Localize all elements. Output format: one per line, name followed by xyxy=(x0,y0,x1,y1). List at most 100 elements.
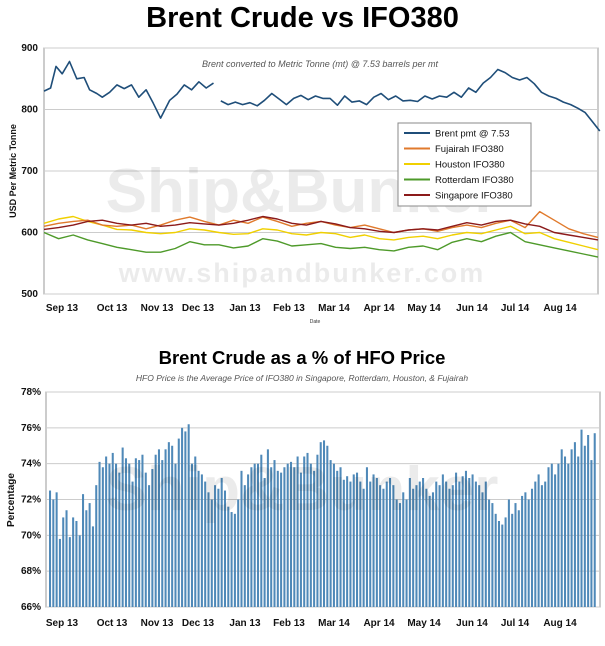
x-tick-label: Jan 13 xyxy=(229,303,261,314)
bar xyxy=(207,492,210,607)
bar xyxy=(68,537,71,607)
bar xyxy=(72,517,75,607)
bar xyxy=(408,478,411,607)
x-tick-label: Dec 13 xyxy=(182,618,215,629)
bar xyxy=(98,461,101,607)
x-tick-label: May 14 xyxy=(407,618,441,629)
bar xyxy=(230,512,233,607)
bar xyxy=(455,472,458,608)
bar xyxy=(580,429,583,607)
bar xyxy=(210,499,213,607)
bar xyxy=(530,488,534,607)
chart2-subtitle: HFO Price is the Average Price of IFO380… xyxy=(136,373,468,383)
bar xyxy=(164,449,167,607)
bar xyxy=(115,463,118,607)
bar xyxy=(91,526,94,608)
legend-label: Brent pmt @ 7.53 xyxy=(435,129,510,140)
bar xyxy=(339,467,342,607)
bar xyxy=(346,476,349,607)
series-line-brent-segment xyxy=(220,68,601,132)
bar xyxy=(131,481,134,607)
y-tick-label: 72% xyxy=(21,495,41,506)
bar xyxy=(524,492,527,607)
series-line-houston xyxy=(43,215,599,251)
bar xyxy=(319,442,322,607)
bar xyxy=(461,476,464,607)
bar xyxy=(570,449,573,607)
bar xyxy=(481,492,484,607)
bar xyxy=(250,467,253,607)
bar xyxy=(75,521,78,607)
bar xyxy=(148,485,151,607)
bar xyxy=(464,470,467,607)
bar xyxy=(448,488,451,607)
bar xyxy=(280,472,283,608)
bar xyxy=(82,494,85,607)
bar xyxy=(554,474,557,607)
x-tick-label: Dec 13 xyxy=(182,303,215,314)
bar xyxy=(101,467,104,607)
bar xyxy=(521,495,524,607)
bar xyxy=(273,460,276,607)
x-tick-label: Sep 13 xyxy=(46,303,79,314)
bar xyxy=(435,481,438,607)
bar xyxy=(425,488,428,607)
bar xyxy=(431,492,434,607)
bar xyxy=(336,470,339,607)
bar xyxy=(217,488,220,607)
bar xyxy=(379,485,382,607)
bar xyxy=(247,474,250,607)
bar xyxy=(138,460,141,607)
x-tick-label: May 14 xyxy=(407,303,441,314)
bar xyxy=(204,481,207,607)
x-tick-label: Nov 13 xyxy=(141,618,174,629)
bar xyxy=(474,481,477,607)
y-tick-label: 76% xyxy=(21,423,41,434)
bar xyxy=(78,535,81,607)
bar xyxy=(214,485,217,607)
bar xyxy=(283,467,286,607)
watermark-logo: Ship&Bunker xyxy=(106,455,499,524)
bar xyxy=(88,503,91,607)
bar xyxy=(484,481,487,607)
x-tick-label: Feb 13 xyxy=(273,303,305,314)
bar xyxy=(560,449,563,607)
bar xyxy=(471,474,474,607)
series-line-brent-segment xyxy=(43,60,214,119)
bar xyxy=(141,454,144,607)
x-tick-label: Jul 14 xyxy=(501,303,530,314)
bar xyxy=(233,513,236,607)
x-tick-label: Apr 14 xyxy=(363,618,395,629)
bar xyxy=(590,460,593,607)
bar xyxy=(537,474,540,607)
bar xyxy=(438,485,441,607)
bar xyxy=(253,463,256,607)
bar xyxy=(451,485,454,607)
bar xyxy=(167,442,170,607)
bar xyxy=(190,463,193,607)
x-tick-label: Sep 13 xyxy=(46,618,79,629)
bar xyxy=(389,478,392,607)
bar xyxy=(52,499,55,607)
page-title: Brent Crude vs IFO380 xyxy=(146,2,459,34)
bar xyxy=(161,460,164,607)
bar xyxy=(428,495,431,607)
bar xyxy=(174,463,177,607)
bar xyxy=(316,454,319,607)
bar xyxy=(365,467,368,607)
y-tick-label: 900 xyxy=(21,43,38,54)
y-tick-label: 70% xyxy=(21,530,41,541)
bar xyxy=(412,488,415,607)
bar xyxy=(181,427,184,607)
bar xyxy=(395,499,398,607)
bar xyxy=(356,472,359,608)
bar xyxy=(220,478,223,607)
bar xyxy=(332,463,335,607)
bar xyxy=(547,467,550,607)
x-tick-label: Aug 14 xyxy=(543,303,577,314)
bar xyxy=(296,456,299,607)
bar xyxy=(263,478,266,607)
bar xyxy=(313,470,316,607)
x-tick-label: Nov 13 xyxy=(141,303,174,314)
bar xyxy=(385,481,388,607)
